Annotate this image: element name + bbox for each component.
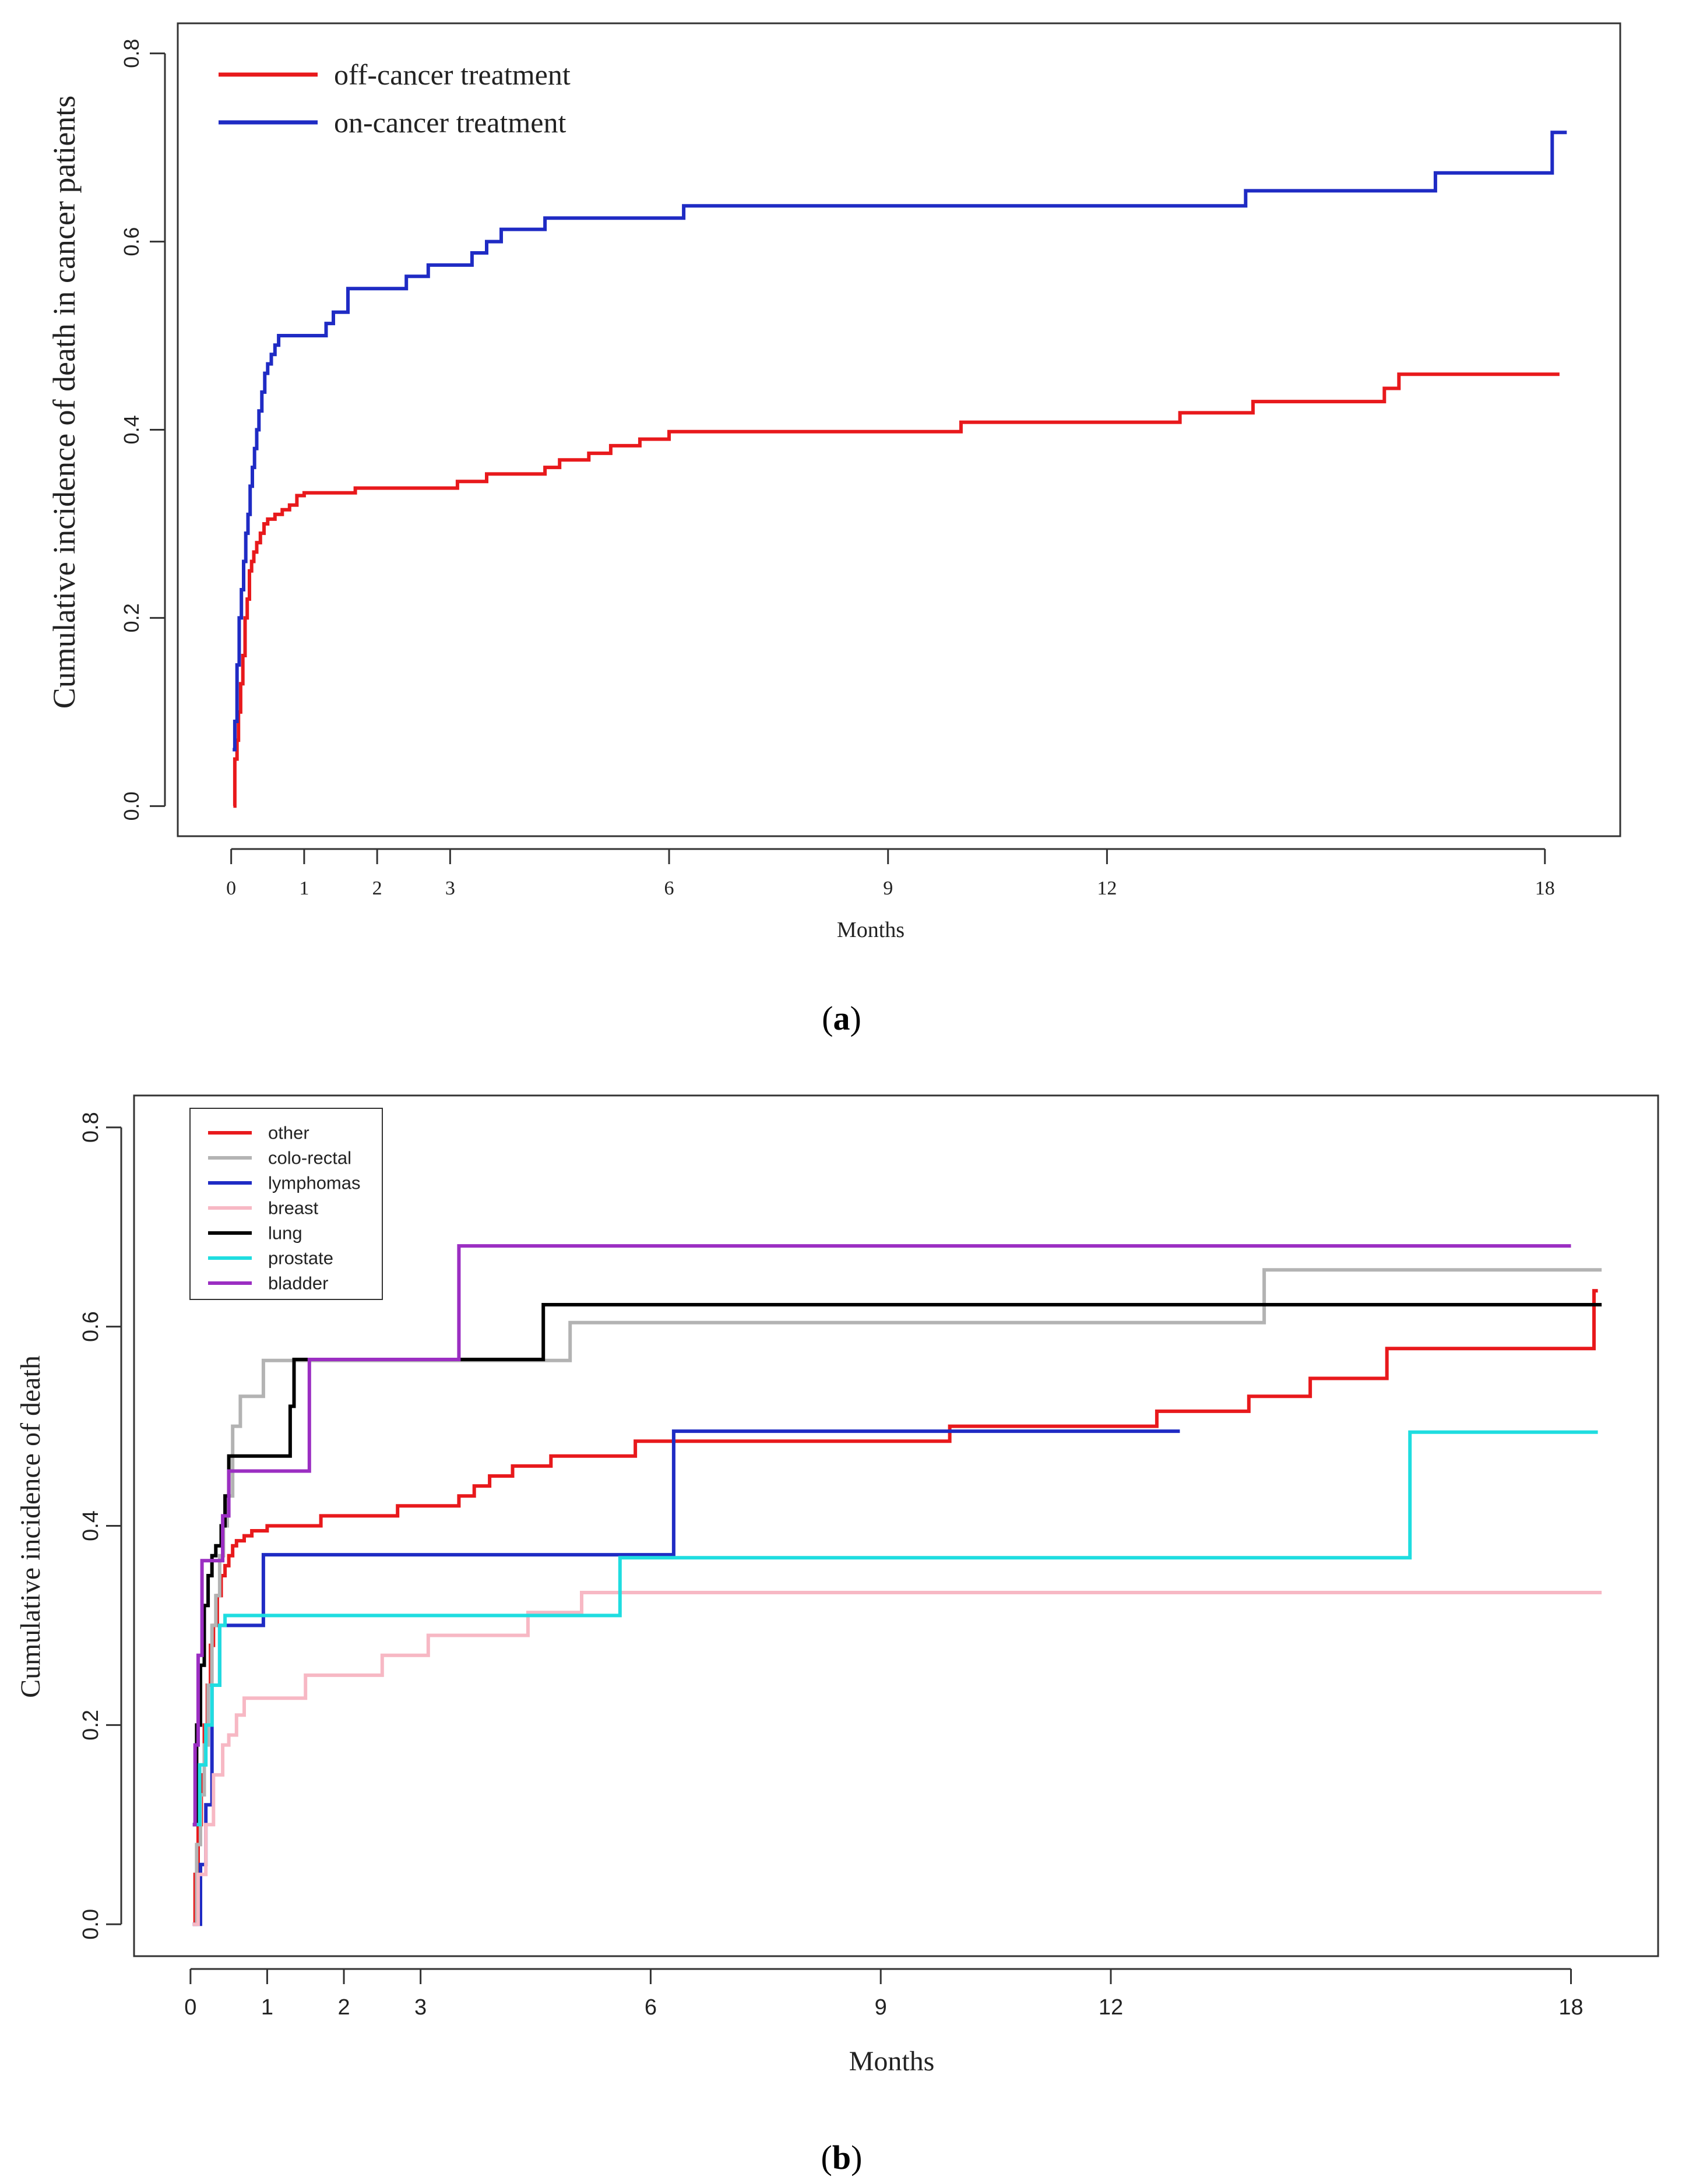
plot-frame [177,22,1621,837]
x-tick-label: 3 [414,1995,427,2020]
y-axis-label: Cumulative incidence of death [15,1355,46,1698]
x-axis-label: Months [849,2046,935,2077]
x-tick-label: 18 [1535,878,1555,899]
x-tick-label: 6 [645,1995,657,2020]
y-tick-label: 0.6 [119,227,143,256]
x-tick-label: 0 [226,878,236,899]
panel-b: 0 1 2 3 6 9 12 180.00.20.40.60.8 othercolo-rect… [15,1094,1659,2176]
x-tick-label: 18 [1558,1995,1583,2020]
panel-caption: (b) [821,2139,863,2176]
plot-frame [133,1094,1659,1957]
x-tick-label: 12 [1099,1995,1123,2020]
series-line-bladder [192,1244,1571,1827]
x-tick-label: 0 [184,1995,196,2020]
y-axis-label: Cumulative incidence of death in cancer … [47,96,82,709]
x-tick-label: 12 [1097,878,1117,899]
series-layer [192,1244,1602,1926]
panel-a: 0 1 2 3 6 9 12 180.00.20.40.60.8 off-cancer tre… [47,22,1621,1037]
y-tick-label: 0.4 [119,415,143,444]
legend-entry: lung [268,1223,302,1244]
legend-entry: off-cancer treatment [334,58,571,91]
series-line-lung [192,1303,1602,1827]
y-tick-label: 0.8 [119,39,143,68]
x-tick-label: 2 [337,1995,350,2020]
legend-entry: lymphomas [268,1173,361,1193]
panel-caption-letter: b [832,2139,851,2176]
x-axis-label: Months [837,918,905,942]
y-tick-label: 0.0 [79,1909,103,1940]
legend-frame [189,1108,383,1300]
y-tick-label: 0.4 [79,1510,103,1541]
legend: off-cancer treatment on-cancer treatment [219,58,571,139]
legend-entry: bladder [268,1273,328,1294]
x-tick-label: 1 [299,878,309,899]
y-tick-label: 0.2 [119,603,143,632]
y-tick-label: 0.6 [79,1311,103,1342]
panel-caption: (a) [822,999,861,1037]
legend-entry: prostate [268,1248,333,1269]
legend-entry: other [268,1123,309,1143]
x-tick-label: 1 [261,1995,273,2020]
y-tick-label: 0.2 [79,1710,103,1741]
series-line-breast [192,1591,1602,1926]
axes-layer: 0 1 2 3 6 9 12 180.00.20.40.60.8 [79,1112,1584,2020]
legend-entry: colo-rectal [268,1148,351,1168]
panel-caption-letter: a [833,999,850,1037]
series-line-on-cancer-treatment [233,131,1567,752]
legend: other colo-rectal lymphomas breast lung prost… [189,1108,383,1300]
x-tick-label: 9 [883,878,893,899]
x-tick-label: 3 [445,878,455,899]
series-layer [233,131,1567,808]
y-tick-label: 0.8 [79,1112,103,1143]
series-line-prostate [192,1430,1598,1827]
x-tick-label: 6 [664,878,674,899]
x-tick-label: 9 [875,1995,887,2020]
legend-entry: breast [268,1198,319,1218]
x-tick-label: 2 [372,878,382,899]
legend-entry: on-cancer treatment [334,106,566,139]
axes-layer: 0 1 2 3 6 9 12 180.00.20.40.60.8 [119,39,1555,899]
y-tick-label: 0.0 [119,791,143,820]
series-line-off-cancer-treatment [233,372,1560,808]
